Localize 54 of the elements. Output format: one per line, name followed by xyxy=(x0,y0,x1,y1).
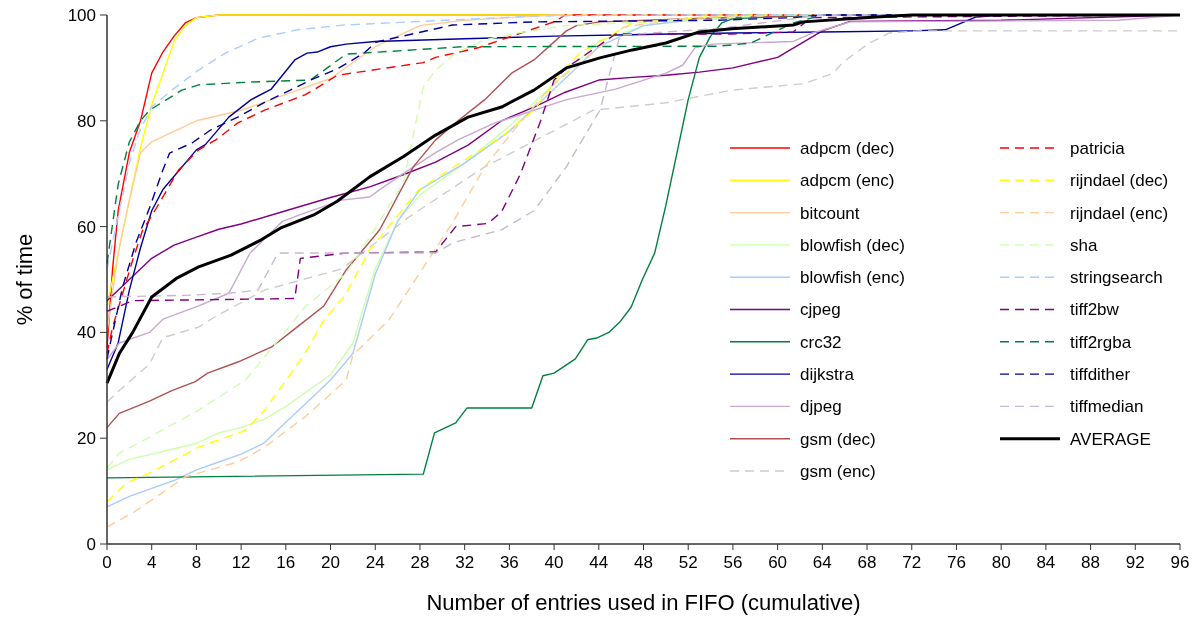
x-tick-label: 92 xyxy=(1125,553,1145,572)
legend-label: cjpeg xyxy=(800,300,841,320)
y-tick-label: 60 xyxy=(77,217,96,237)
x-tick-label: 16 xyxy=(276,553,296,572)
x-tick-label: 56 xyxy=(723,553,743,572)
legend-label: tiffdither xyxy=(1070,365,1131,385)
x-tick-label: 52 xyxy=(678,553,698,572)
x-tick-label: 36 xyxy=(499,553,519,572)
y-axis-title: % of time xyxy=(12,233,37,326)
legend-label: rijndael (enc) xyxy=(1070,203,1169,223)
x-tick-label: 60 xyxy=(768,553,788,572)
y-tick-label: 40 xyxy=(77,323,96,343)
legend-label: rijndael (dec) xyxy=(1070,171,1169,191)
y-tick-label: 80 xyxy=(77,111,96,131)
legend-label: gsm (enc) xyxy=(800,461,876,481)
legend-label: patricia xyxy=(1070,138,1126,158)
x-tick-label: 72 xyxy=(902,553,922,572)
legend-label: sha xyxy=(1070,235,1098,255)
x-tick-label: 32 xyxy=(455,553,475,572)
x-tick-label: 64 xyxy=(812,553,832,572)
x-tick-label: 4 xyxy=(146,553,157,572)
legend-label: bitcount xyxy=(800,203,860,223)
legend-label: dijkstra xyxy=(800,365,855,385)
legend-label: blowfish (dec) xyxy=(800,235,905,255)
x-tick-label: 88 xyxy=(1081,553,1101,572)
x-tick-label: 8 xyxy=(191,553,202,572)
legend-label: AVERAGE xyxy=(1070,429,1151,449)
x-tick-label: 68 xyxy=(857,553,877,572)
legend-label: tiffmedian xyxy=(1070,397,1144,417)
x-axis-title: Number of entries used in FIFO (cumulative) xyxy=(426,590,861,615)
x-tick-label: 80 xyxy=(991,553,1011,572)
legend-label: stringsearch xyxy=(1070,268,1163,288)
y-tick-label: 0 xyxy=(86,534,96,554)
x-tick-label: 96 xyxy=(1170,553,1190,572)
x-tick-label: 0 xyxy=(102,553,112,572)
legend-label: gsm (dec) xyxy=(800,429,876,449)
x-tick-label: 20 xyxy=(321,553,340,572)
y-tick-label: 100 xyxy=(67,5,96,25)
legend-label: blowfish (enc) xyxy=(800,268,905,288)
legend-label: tiff2rgba xyxy=(1070,332,1132,352)
x-tick-label: 76 xyxy=(947,553,966,572)
legend-label: adpcm (dec) xyxy=(800,138,895,158)
y-tick-label: 20 xyxy=(77,429,96,449)
legend-label: adpcm (enc) xyxy=(800,171,895,191)
x-tick-label: 12 xyxy=(231,553,251,572)
x-tick-label: 28 xyxy=(410,553,430,572)
x-tick-label: 48 xyxy=(634,553,653,572)
x-tick-label: 24 xyxy=(365,553,385,572)
legend-label: tiff2bw xyxy=(1070,300,1120,320)
x-tick-label: 44 xyxy=(589,553,609,572)
legend-label: crc32 xyxy=(800,332,842,352)
legend-label: djpeg xyxy=(800,397,842,417)
x-tick-label: 40 xyxy=(544,553,564,572)
x-tick-label: 84 xyxy=(1036,553,1056,572)
